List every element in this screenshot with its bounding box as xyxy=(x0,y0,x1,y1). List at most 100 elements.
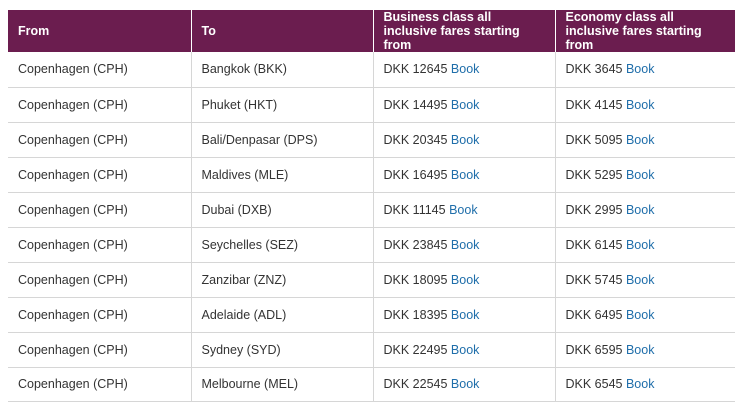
to-cell: Phuket (HKT) xyxy=(191,87,374,123)
from-cell: Copenhagen (CPH) xyxy=(8,262,192,298)
economy-fare-cell: DKK 6145 Book xyxy=(555,227,735,263)
economy-fare-cell: DKK 6545 Book xyxy=(555,367,735,402)
to-cell: Dubai (DXB) xyxy=(191,192,374,228)
from-cell: Copenhagen (CPH) xyxy=(8,332,192,368)
book-economy-link[interactable]: Book xyxy=(625,377,655,391)
origin-airport: Copenhagen (CPH) xyxy=(18,342,128,357)
book-business-link[interactable]: Book xyxy=(450,272,480,287)
from-cell: Copenhagen (CPH) xyxy=(8,87,192,123)
book-business-link[interactable]: Book xyxy=(450,342,480,357)
business-fare-price: DKK 14495 xyxy=(383,97,448,112)
header-economy-fare: Economy class all inclusive fares starti… xyxy=(555,10,735,52)
business-fare-price: DKK 22545 xyxy=(383,377,448,391)
economy-fare-cell: DKK 5095 Book xyxy=(555,122,735,158)
book-economy-link[interactable]: Book xyxy=(625,132,655,147)
economy-fare-price: DKK 2995 xyxy=(565,202,623,217)
from-cell: Copenhagen (CPH) xyxy=(8,297,192,333)
origin-airport: Copenhagen (CPH) xyxy=(18,62,128,77)
book-economy-link[interactable]: Book xyxy=(625,202,655,217)
business-fare-price: DKK 22495 xyxy=(383,342,448,357)
book-business-link[interactable]: Book xyxy=(450,167,480,182)
destination-airport: Dubai (DXB) xyxy=(201,202,272,217)
economy-fare-price: DKK 3645 xyxy=(565,62,623,77)
book-business-link[interactable]: Book xyxy=(450,132,480,147)
business-fare-price: DKK 20345 xyxy=(383,132,448,147)
origin-airport: Copenhagen (CPH) xyxy=(18,377,128,391)
business-fare-cell: DKK 20345 Book xyxy=(373,122,556,158)
business-fare-cell: DKK 18095 Book xyxy=(373,262,556,298)
destination-airport: Bangkok (BKK) xyxy=(201,62,287,77)
book-business-link[interactable]: Book xyxy=(450,307,480,322)
book-business-link[interactable]: Book xyxy=(449,202,478,217)
to-cell: Melbourne (MEL) xyxy=(191,367,374,402)
economy-fare-price: DKK 6545 xyxy=(565,377,623,391)
business-fare-price: DKK 18095 xyxy=(383,272,448,287)
economy-fare-price: DKK 6145 xyxy=(565,237,623,252)
table-row: Copenhagen (CPH) Bangkok (BKK) DKK 12645 B… xyxy=(8,52,735,88)
to-cell: Adelaide (ADL) xyxy=(191,297,374,333)
destination-airport: Zanzibar (ZNZ) xyxy=(201,272,287,287)
table-body: Copenhagen (CPH) Bangkok (BKK) DKK 12645 B… xyxy=(8,52,735,402)
origin-airport: Copenhagen (CPH) xyxy=(18,167,128,182)
table-row: Copenhagen (CPH) Adelaide (ADL) DKK 18395 … xyxy=(8,297,735,333)
business-fare-cell: DKK 18395 Book xyxy=(373,297,556,333)
destination-airport: Bali/Denpasar (DPS) xyxy=(201,132,318,147)
origin-airport: Copenhagen (CPH) xyxy=(18,202,128,217)
to-cell: Seychelles (SEZ) xyxy=(191,227,374,263)
destination-airport: Adelaide (ADL) xyxy=(201,307,287,322)
business-fare-cell: DKK 22495 Book xyxy=(373,332,556,368)
header-from: From xyxy=(8,10,192,52)
business-fare-price: DKK 23845 xyxy=(383,237,448,252)
book-economy-link[interactable]: Book xyxy=(625,97,655,112)
book-economy-link[interactable]: Book xyxy=(625,342,655,357)
origin-airport: Copenhagen (CPH) xyxy=(18,237,128,252)
to-cell: Zanzibar (ZNZ) xyxy=(191,262,374,298)
header-to: To xyxy=(191,10,374,52)
business-fare-cell: DKK 16495 Book xyxy=(373,157,556,193)
business-fare-cell: DKK 11145 Book xyxy=(373,192,556,228)
economy-fare-cell: DKK 6495 Book xyxy=(555,297,735,333)
book-business-link[interactable]: Book xyxy=(450,377,480,391)
book-economy-link[interactable]: Book xyxy=(625,307,655,322)
business-fare-cell: DKK 23845 Book xyxy=(373,227,556,263)
economy-fare-price: DKK 4145 xyxy=(565,97,623,112)
destination-airport: Sydney (SYD) xyxy=(201,342,281,357)
from-cell: Copenhagen (CPH) xyxy=(8,52,192,88)
destination-airport: Maldives (MLE) xyxy=(201,167,289,182)
to-cell: Sydney (SYD) xyxy=(191,332,374,368)
table-row: Copenhagen (CPH) Dubai (DXB) DKK 11145 Boo… xyxy=(8,192,735,228)
book-business-link[interactable]: Book xyxy=(450,97,480,112)
book-business-link[interactable]: Book xyxy=(450,62,480,77)
from-cell: Copenhagen (CPH) xyxy=(8,367,192,402)
to-cell: Bali/Denpasar (DPS) xyxy=(191,122,374,158)
economy-fare-price: DKK 5745 xyxy=(565,272,623,287)
book-economy-link[interactable]: Book xyxy=(625,167,655,182)
book-economy-link[interactable]: Book xyxy=(625,272,655,287)
economy-fare-price: DKK 6595 xyxy=(565,342,623,357)
origin-airport: Copenhagen (CPH) xyxy=(18,132,128,147)
table-row: Copenhagen (CPH) Zanzibar (ZNZ) DKK 18095 … xyxy=(8,262,735,298)
to-cell: Bangkok (BKK) xyxy=(191,52,374,88)
economy-fare-cell: DKK 3645 Book xyxy=(555,52,735,88)
table-row: Copenhagen (CPH) Seychelles (SEZ) DKK 2384… xyxy=(8,227,735,263)
economy-fare-cell: DKK 2995 Book xyxy=(555,192,735,228)
from-cell: Copenhagen (CPH) xyxy=(8,227,192,263)
header-row: From To Business class all inclusive far… xyxy=(8,10,735,52)
economy-fare-cell: DKK 6595 Book xyxy=(555,332,735,368)
book-economy-link[interactable]: Book xyxy=(625,62,655,77)
table-row: Copenhagen (CPH) Melbourne (MEL) DKK 22545… xyxy=(8,367,735,402)
destination-airport: Melbourne (MEL) xyxy=(201,377,299,391)
table-row: Copenhagen (CPH) Maldives (MLE) DKK 16495 … xyxy=(8,157,735,193)
header-business-fare: Business class all inclusive fares start… xyxy=(373,10,556,52)
table-row: Copenhagen (CPH) Sydney (SYD) DKK 22495 Bo… xyxy=(8,332,735,368)
book-economy-link[interactable]: Book xyxy=(625,237,655,252)
economy-fare-price: DKK 5295 xyxy=(565,167,623,182)
from-cell: Copenhagen (CPH) xyxy=(8,122,192,158)
business-fare-price: DKK 11145 xyxy=(383,202,446,217)
table-header: From To Business class all inclusive far… xyxy=(8,10,735,52)
origin-airport: Copenhagen (CPH) xyxy=(18,272,128,287)
economy-fare-cell: DKK 5745 Book xyxy=(555,262,735,298)
book-business-link[interactable]: Book xyxy=(450,237,480,252)
destination-airport: Phuket (HKT) xyxy=(201,97,278,112)
economy-fare-price: DKK 6495 xyxy=(565,307,623,322)
